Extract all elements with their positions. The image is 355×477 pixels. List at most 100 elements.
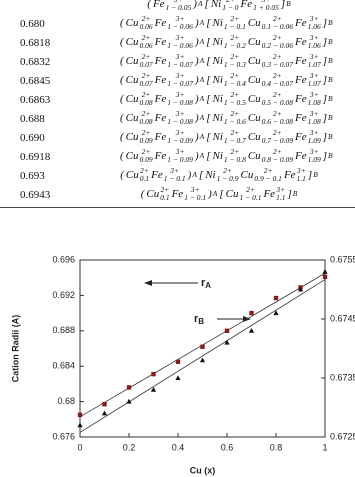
ion-indices: 3+ 1 − 0.07 [167, 72, 193, 88]
subscript: 1.08 [307, 98, 321, 107]
ion-base: Fe [171, 188, 184, 200]
superscript: A [199, 151, 205, 160]
ion-base: Cu [225, 188, 239, 200]
symbol: [ [206, 93, 211, 105]
ion-indices: 3+ 1 − 0.1 [164, 167, 186, 183]
ion-base: Fe [294, 55, 307, 67]
ion-indices: 2+ 0.08 [140, 110, 153, 126]
ion-indices: 3+ 1.09 [308, 129, 321, 145]
ion-indices: 2+ 0.1 [160, 186, 169, 202]
symbol: ( [120, 74, 124, 86]
ion-base: Fe [240, 0, 253, 10]
ion: Cu 2+ 0.08 [126, 110, 153, 126]
subscript: 0.08 [139, 117, 153, 126]
ion: Cu 2+ 0.08 [126, 91, 153, 107]
superscript: 3+ [175, 14, 185, 23]
ion-base: Cu [240, 169, 254, 181]
annotation-subscript: A [205, 281, 211, 290]
superscript: 2+ [230, 33, 240, 42]
ion-indices: 3+ 1 − 0.1 [184, 186, 206, 202]
superscript: 2+ [141, 52, 151, 61]
ion: Fe 3+ 1 − 0.1 [172, 186, 207, 202]
ion: Fe3+1 + 0.05 [241, 0, 279, 12]
subscript: 0.2 − 0.06 [261, 41, 293, 50]
subscript: 1 − 0.1 [239, 193, 262, 202]
ion-base: ] [322, 131, 327, 143]
superscript: 2+ [230, 128, 240, 137]
ion-indices: A [200, 152, 205, 160]
ion-indices: B [328, 38, 333, 46]
subscript: 1 − 0.08 [167, 117, 193, 126]
ion-base: Cu [247, 112, 261, 124]
ion: Fe 3+ 1.1 [263, 186, 285, 202]
ion-indices: 2+ 0.4 − 0.07 [262, 72, 293, 88]
superscript: A [192, 170, 197, 179]
ion-base: Fe [294, 74, 307, 86]
ion-indices: 2+ 1 − 0.7 [224, 129, 246, 145]
ion: Fe 3+ 1.1 [284, 167, 306, 183]
ion-base: Cu [247, 131, 261, 143]
symbol: [ [206, 112, 211, 124]
ion-base: ] [322, 112, 327, 124]
y2-tick-label: 0.6725 [330, 431, 355, 441]
table-row: 0.6918(Cu 2+ 0.09 Fe 3+ 1 − 0.09) A[Ni 2+ 1 − 0.… [0, 148, 355, 167]
formula: (Cu 2+ 0.07 Fe 3+ 1 − 0.07) A[Ni 2+ 1 − 0.3 Cu 2+ 0… [120, 52, 333, 69]
ion-base: Fe [263, 188, 276, 200]
superscript: 2+ [141, 90, 151, 99]
superscript: 3+ [170, 166, 180, 175]
ion-base: Fe [294, 131, 307, 143]
superscript: B [328, 18, 333, 27]
ion-indices: 2+1 − 0 [222, 0, 238, 12]
ion: Cu 2+ 0.5 − 0.08 [248, 91, 293, 107]
subscript: 1.09 [307, 155, 321, 164]
radius: 0.688 [20, 113, 45, 125]
x-tick-label: 0.2 [123, 442, 136, 452]
y-tick-label: 0.676 [52, 431, 75, 441]
superscript: 3+ [253, 0, 279, 4]
superscript: 2+ [230, 147, 240, 156]
ion-indices: B [328, 152, 333, 160]
superscript: 2+ [230, 109, 240, 118]
ion-base: Fe [154, 17, 167, 29]
formula: (Cu 2+ 0.09 Fe 3+ 1 − 0.09) A[Ni 2+ 1 − 0.8 Cu 2+ 0… [120, 147, 333, 164]
superscript: B [313, 170, 318, 179]
ion: ] B [323, 131, 333, 143]
symbol: ( [120, 55, 124, 67]
point [77, 412, 83, 418]
subscript: 1 − 0.7 [223, 136, 246, 145]
subscript: 0.09 [139, 136, 153, 145]
ion-base: Ni [212, 55, 223, 67]
formula: (Cu 2+ 0.06 Fe 3+ 1 − 0.06) A[Ni 2+ 1 − 0.2 Cu 2+ 0… [120, 33, 333, 50]
subscript: 1 − 0.09 [167, 136, 193, 145]
ion: Fe 3+ 1.08 [295, 91, 321, 107]
ion-indices: B [328, 19, 333, 27]
ion: Cu 2+ 0.09 [126, 148, 153, 164]
ion-base: ] [322, 93, 327, 105]
subscript: 0.3 − 0.07 [261, 60, 293, 69]
subscript: 1 − 0.07 [167, 79, 193, 88]
point [297, 286, 304, 292]
ion-base: Cu [146, 188, 160, 200]
ion-indices: 2+ 1 − 0.6 [224, 110, 246, 126]
radius: 0.6863 [20, 94, 51, 106]
subscript: 1 − 0.07 [167, 60, 193, 69]
ion: ] B [308, 169, 318, 181]
superscript: 3+ [166, 0, 192, 4]
y-tick-label: 0.692 [52, 290, 75, 300]
annotation-subscript: B [198, 317, 204, 326]
ion-indices: B [313, 171, 318, 179]
subscript: 1 − 0.2 [223, 41, 246, 50]
ion-base: Fe [154, 112, 167, 124]
ion-indices: A [192, 171, 197, 179]
superscript: 2+ [230, 90, 240, 99]
ion-base: Ni [212, 93, 223, 105]
ion-base: ) [194, 74, 199, 86]
superscript: A [199, 75, 205, 84]
ion: Fe 3+ 1 − 0.08 [155, 91, 193, 107]
ion-base: Fe [154, 36, 167, 48]
radius: 0.6818 [20, 37, 51, 49]
ion: Cu 2+ 0.9 − 0.1 [241, 167, 282, 183]
ion: Cu 2+ 0.2 − 0.06 [248, 34, 293, 50]
subscript: 0.1 [160, 193, 170, 202]
ion-base: Cu [125, 36, 139, 48]
